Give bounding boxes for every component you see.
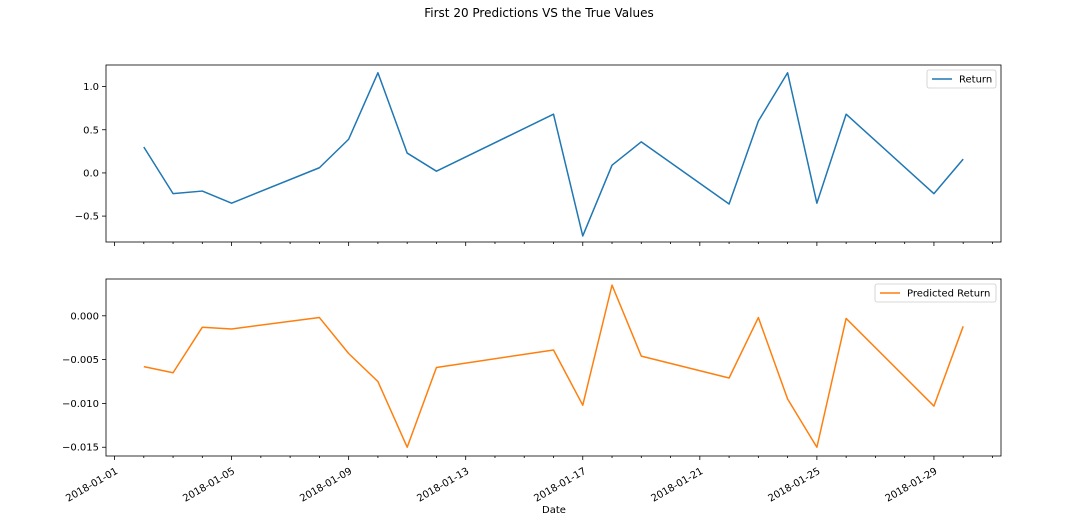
legend: Return [926,69,997,89]
panels: −0.5 0.0 0.5 1.0 Return −0.015 −0.010 −0.005 0.0… [62,64,1002,505]
y-tick-label: 0.5 [83,125,99,136]
legend-label: Predicted Return [907,289,990,300]
y-tick-label: −0.5 [75,212,99,223]
x-tick-label: 2018-01-25 [767,466,823,505]
y-tick-label: −0.015 [62,443,99,454]
y-tick-label: 1.0 [83,82,99,93]
axes-frame [105,64,1002,243]
legend: Predicted Return [874,283,997,303]
y-tick-label: 0.0 [83,168,99,179]
x-tick-label: 2018-01-13 [415,466,471,505]
x-tick-label: 2018-01-21 [649,466,705,505]
axes-frame [105,278,1002,457]
series-line [143,72,964,237]
x-tick-label: 2018-01-01 [64,466,120,505]
x-tick-label: 2018-01-09 [298,466,354,505]
legend-box [926,69,997,89]
x-tick-label: 2018-01-29 [884,466,940,505]
panel-1: −0.5 0.0 0.5 1.0 Return [75,64,1002,246]
series-line [143,284,964,448]
y-tick-label: −0.010 [62,399,99,410]
legend-label: Return [959,75,992,86]
y-tick-label: −0.005 [62,355,99,366]
y-tick-label: 0.000 [70,311,99,322]
chart-title: First 20 Predictions VS the True Values [424,6,654,20]
x-axis-label: Date [542,505,566,516]
legend-box [874,283,997,303]
panel-2: −0.015 −0.010 −0.005 0.000 2018-01-01 2018-01… [62,278,1002,505]
x-tick-label: 2018-01-17 [532,466,588,505]
x-tick-label: 2018-01-05 [181,466,237,505]
